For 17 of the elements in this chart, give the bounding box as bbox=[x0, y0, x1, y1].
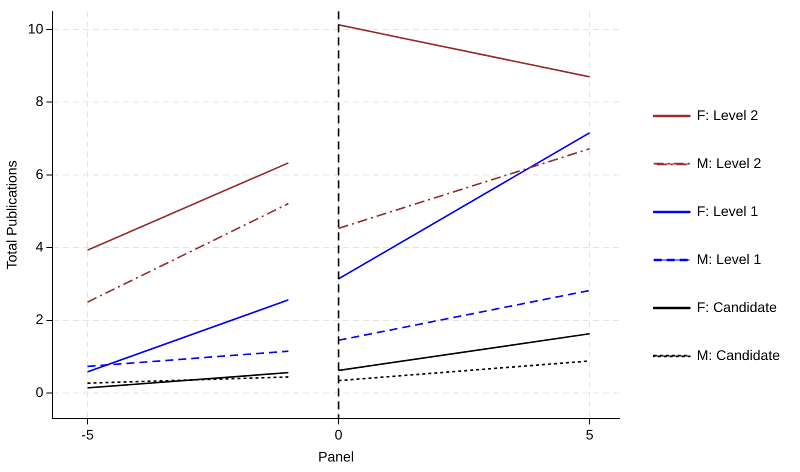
legend-label: M: Level 2 bbox=[696, 154, 762, 171]
legend-label: F: Candidate bbox=[696, 298, 778, 315]
y-tick-label: 0 bbox=[36, 384, 44, 400]
y-tick-label: 8 bbox=[36, 93, 44, 110]
x-tick-label: 0 bbox=[334, 426, 343, 443]
x-tick-label: 5 bbox=[586, 426, 594, 443]
y-tick-label: 10 bbox=[28, 20, 44, 36]
y-tick-label: 4 bbox=[36, 238, 44, 254]
x-axis-title: Panel bbox=[318, 448, 354, 464]
x-tick-label: -5 bbox=[81, 426, 94, 443]
legend-label: F: Level 1 bbox=[696, 202, 758, 219]
y-axis-title: Total Publications bbox=[3, 160, 20, 270]
y-tick-label: 6 bbox=[36, 166, 44, 182]
legend-label: M: Level 1 bbox=[696, 250, 762, 267]
legend-label: M: Candidate bbox=[696, 346, 780, 363]
y-tick-label: 2 bbox=[36, 311, 44, 328]
legend-label: F: Level 2 bbox=[696, 106, 758, 123]
